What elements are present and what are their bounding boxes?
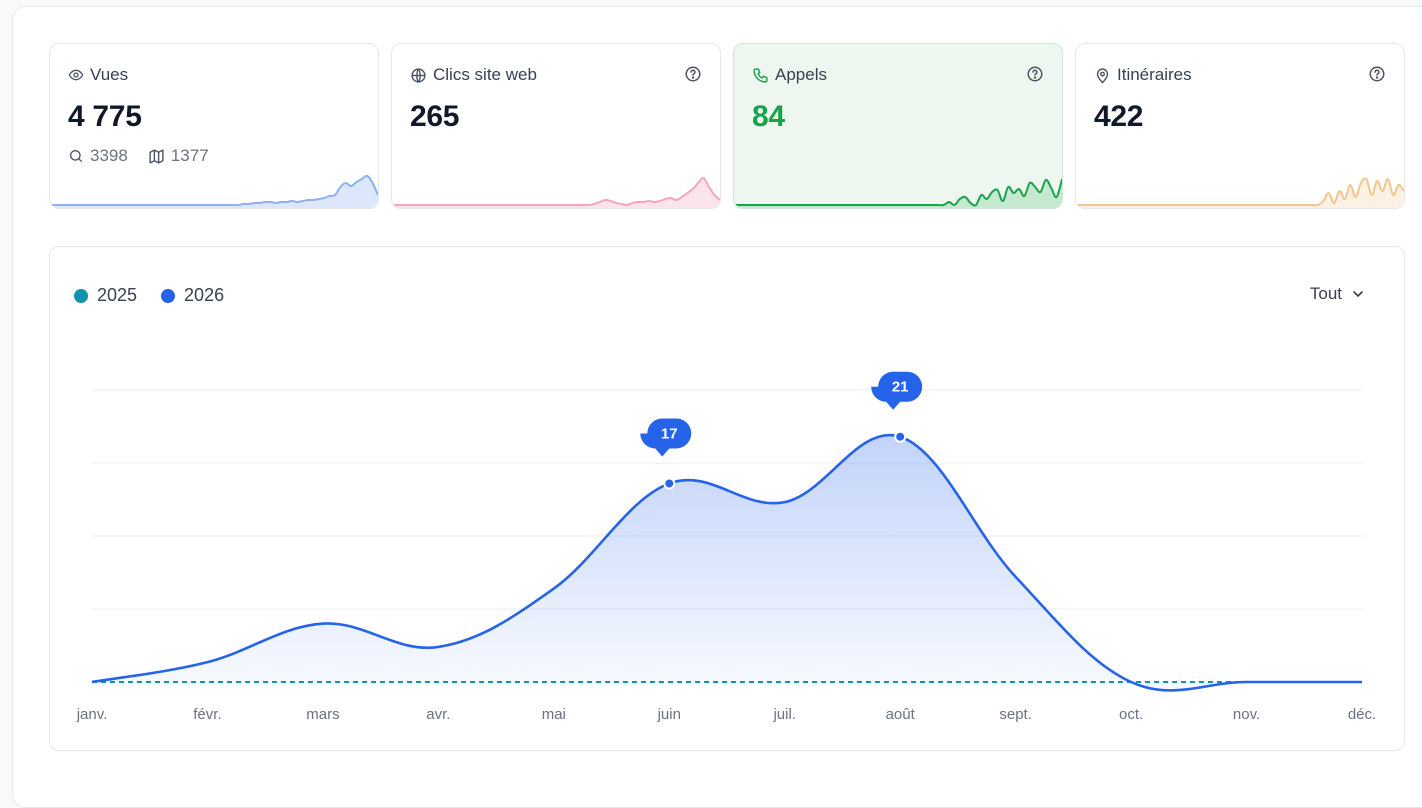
help-circle-icon[interactable]: [1368, 65, 1386, 83]
sparkline-area: [1076, 178, 1404, 208]
sparkline-area: [392, 177, 720, 208]
value-bubble: [640, 418, 692, 457]
series-2026-line: [91, 433, 1362, 692]
sparkline: [392, 176, 720, 208]
card-label: Vues: [90, 65, 129, 84]
search-icon: [70, 150, 82, 162]
value-bubble: [871, 371, 923, 410]
card-vues[interactable]: Vues 4 775 3398 1377: [49, 43, 379, 209]
x-tick-label: sept.: [999, 706, 1032, 723]
card-value: 422: [1094, 100, 1144, 133]
card-value: 4 775: [68, 100, 142, 133]
x-tick-label: août: [886, 706, 916, 723]
x-tick-label: févr.: [193, 706, 221, 723]
chevron-down-icon: [1353, 291, 1363, 297]
legend-item-2026[interactable]: 2026: [161, 285, 224, 306]
phone-icon: [753, 67, 768, 83]
card-label: Clics site web: [433, 65, 537, 84]
sparkline-line: [734, 178, 1062, 207]
card-breakdown: 3398 1377: [68, 146, 209, 166]
legend-label: 2025: [97, 285, 138, 305]
x-tick-label: mai: [542, 706, 566, 723]
data-point-marker: [894, 430, 907, 443]
filter-label: Tout: [1309, 284, 1342, 303]
x-tick-label: juil.: [772, 706, 796, 723]
map-pin-icon: [1096, 67, 1109, 83]
card-value: 84: [752, 100, 785, 133]
x-tick-label: janv.: [76, 706, 108, 723]
x-tick-label: nov.: [1233, 706, 1260, 723]
x-tick-label: mars: [306, 706, 339, 723]
monthly-area-chart: janv. févr. mars avr. mai juin juil. août sept. o…: [76, 371, 1376, 723]
x-tick-label: oct.: [1119, 706, 1143, 723]
sparkline-line: [1076, 177, 1404, 207]
card-label: Appels: [775, 65, 827, 84]
value-bubble-label: 17: [661, 425, 678, 442]
sparkline: [734, 178, 1062, 208]
data-point-marker: [663, 477, 676, 490]
legend-dot: [161, 288, 176, 303]
search-count: 3398: [90, 146, 128, 165]
sparkline: [1076, 177, 1404, 208]
sparkline: [50, 174, 378, 208]
series-2026-area: [92, 435, 1362, 691]
card-value: 265: [410, 100, 460, 133]
card-appels[interactable]: Appels 84: [733, 43, 1063, 209]
map-icon: [149, 148, 164, 164]
x-tick-label: juin: [657, 706, 681, 723]
map-count: 1377: [170, 146, 209, 165]
legend-dot: [74, 288, 88, 303]
card-label: Itinéraires: [1117, 65, 1192, 84]
card-itineraires[interactable]: Itinéraires 422: [1075, 43, 1405, 209]
period-filter-dropdown[interactable]: Tout: [1310, 284, 1366, 304]
value-bubble-label: 21: [892, 379, 909, 396]
chart-legend: 2025 2026: [74, 285, 224, 306]
monthly-chart-card: janv. févr. mars avr. mai juin juil. août sept. o…: [49, 246, 1405, 751]
card-clics-site-web[interactable]: Clics site web 265: [391, 43, 721, 209]
legend-label: 2026: [184, 285, 225, 305]
x-tick-label: avr.: [426, 706, 450, 723]
sparkline-area: [734, 179, 1062, 208]
sparkline-area: [50, 175, 378, 208]
x-tick-label: déc.: [1348, 706, 1376, 723]
legend-item-2025[interactable]: 2025: [74, 285, 137, 306]
sparkline-line: [392, 176, 720, 207]
help-circle-icon[interactable]: [684, 65, 702, 83]
help-circle-icon[interactable]: [1026, 65, 1044, 83]
sparkline-line: [50, 174, 378, 207]
eye-icon: [68, 69, 84, 81]
globe-icon: [411, 67, 426, 83]
